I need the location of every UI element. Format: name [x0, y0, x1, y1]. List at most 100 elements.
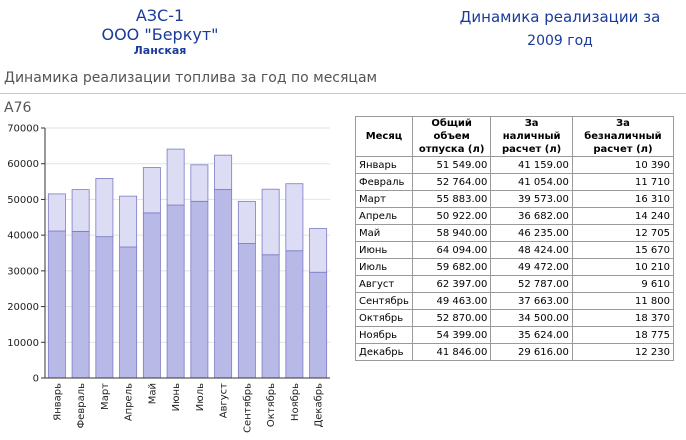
table-cell: 15 670	[571, 241, 675, 259]
table-cell: 58 940.00	[411, 224, 492, 242]
bar-segment	[47, 230, 66, 379]
table-cell: Май	[355, 224, 413, 242]
table-row: Июль 59 682.00 49 472.00 10 210	[355, 258, 675, 276]
table-body: Январь 51 549.00 41 159.00 10 390 Февраль 52 …	[355, 156, 675, 361]
table-cell: 10 210	[571, 258, 675, 276]
table-cell: 59 682.00	[411, 258, 492, 276]
table-cell: 50 922.00	[411, 207, 492, 225]
bar-segment	[71, 230, 90, 379]
y-tick-label: 0	[33, 374, 39, 385]
table-cell: 41 846.00	[411, 343, 492, 361]
bar-segment	[119, 195, 138, 248]
fuel-label: А76	[4, 100, 32, 116]
table-cell: 9 610	[571, 275, 675, 293]
x-tick-label: Февраль	[76, 383, 87, 429]
x-tick-label: Декабрь	[314, 383, 325, 428]
table-row: Август 62 397.00 52 787.00 9 610	[355, 275, 675, 293]
y-tick-label: 30000	[7, 266, 39, 277]
x-tick-label: Апрель	[124, 383, 135, 421]
bar-segment	[261, 188, 280, 256]
table-cell: 55 883.00	[411, 190, 492, 208]
table-cell: 48 424.00	[490, 241, 573, 259]
bar-segment	[119, 246, 138, 379]
table-cell: 14 240	[571, 207, 675, 225]
bar-segment	[190, 200, 209, 379]
x-tick-label: Июнь	[171, 383, 182, 411]
bar-segment	[309, 271, 328, 379]
table-row: Апрель 50 922.00 36 682.00 14 240	[355, 207, 675, 225]
bar-segment	[214, 154, 233, 190]
table-row: Февраль 52 764.00 41 054.00 11 710	[355, 173, 675, 191]
divider	[0, 93, 686, 94]
table-row: Ноябрь 54 399.00 35 624.00 18 775	[355, 326, 675, 344]
column-header: Месяц	[355, 116, 413, 157]
table-cell: 49 472.00	[490, 258, 573, 276]
x-tick-label: Январь	[52, 383, 63, 421]
table-cell: 41 054.00	[490, 173, 573, 191]
report-title: Динамика реализации за	[459, 8, 661, 26]
station-name: АЗС-1	[135, 6, 185, 25]
table-cell: 11 800	[571, 292, 675, 310]
table-cell: 51 549.00	[411, 156, 492, 174]
report-year: 2009 год	[527, 33, 593, 49]
table-cell: Апрель	[355, 207, 413, 225]
bar-segment	[285, 250, 304, 379]
table-cell: Июнь	[355, 241, 413, 259]
table-cell: Сентябрь	[355, 292, 413, 310]
table-row: Май 58 940.00 46 235.00 12 705	[355, 224, 675, 242]
table-cell: 35 624.00	[490, 326, 573, 344]
table-cell: 49 463.00	[411, 292, 492, 310]
table-row: Октябрь 52 870.00 34 500.00 18 370	[355, 309, 675, 327]
table-cell: 52 787.00	[490, 275, 573, 293]
table-cell: 39 573.00	[490, 190, 573, 208]
table-cell: 29 616.00	[490, 343, 573, 361]
table-cell: 62 397.00	[411, 275, 492, 293]
table-cell: 37 663.00	[490, 292, 573, 310]
bar-segment	[166, 148, 185, 206]
table-row: Декабрь 41 846.00 29 616.00 12 230	[355, 343, 675, 361]
table-cell: Ноябрь	[355, 326, 413, 344]
y-tick-label: 40000	[7, 231, 39, 242]
table-cell: 41 159.00	[490, 156, 573, 174]
table-cell: Июль	[355, 258, 413, 276]
column-header: Общий объем отпуска (л)	[411, 116, 492, 157]
x-tick-label: Сентябрь	[242, 383, 253, 433]
table-cell: Март	[355, 190, 413, 208]
y-tick-label: 10000	[7, 338, 39, 349]
location: Ланская	[133, 44, 187, 57]
table-cell: 12 705	[571, 224, 675, 242]
table-cell: 18 370	[571, 309, 675, 327]
y-tick-label: 20000	[7, 302, 39, 313]
x-tick-label: Октябрь	[266, 383, 277, 427]
table-cell: Январь	[355, 156, 413, 174]
bar-segment	[142, 167, 161, 214]
table-cell: 10 390	[571, 156, 675, 174]
table-cell: Октябрь	[355, 309, 413, 327]
table-cell: Август	[355, 275, 413, 293]
bar-segment	[214, 189, 233, 379]
x-tick-label: Август	[219, 383, 230, 418]
table-cell: 36 682.00	[490, 207, 573, 225]
bar-segment	[285, 183, 304, 252]
x-tick-label: Март	[100, 383, 111, 410]
bar-segment	[261, 254, 280, 379]
header-row: Месяц Общий объем отпуска (л) За наличный …	[355, 116, 675, 157]
bar-segment	[47, 193, 66, 232]
table-cell: 12 230	[571, 343, 675, 361]
bar-segment	[237, 243, 256, 379]
table-cell: 52 764.00	[411, 173, 492, 191]
column-header: За наличный расчет (л)	[490, 116, 573, 157]
table-cell: 54 399.00	[411, 326, 492, 344]
table-row: Январь 51 549.00 41 159.00 10 390	[355, 156, 675, 174]
table-cell: 64 094.00	[411, 241, 492, 259]
y-tick-label: 50000	[7, 195, 39, 206]
chart: 0 10000 20000 30000 40000 50000 60000 70000 Янва…	[7, 124, 330, 433]
data-table: Месяц Общий объем отпуска (л) За наличный …	[355, 116, 675, 361]
bar-segment	[71, 189, 90, 232]
table-cell: Февраль	[355, 173, 413, 191]
table-cell: 11 710	[571, 173, 675, 191]
table-row: Июнь 64 094.00 48 424.00 15 670	[355, 241, 675, 259]
company-name: ООО "Беркут"	[101, 25, 219, 44]
bar-segment	[95, 236, 114, 379]
